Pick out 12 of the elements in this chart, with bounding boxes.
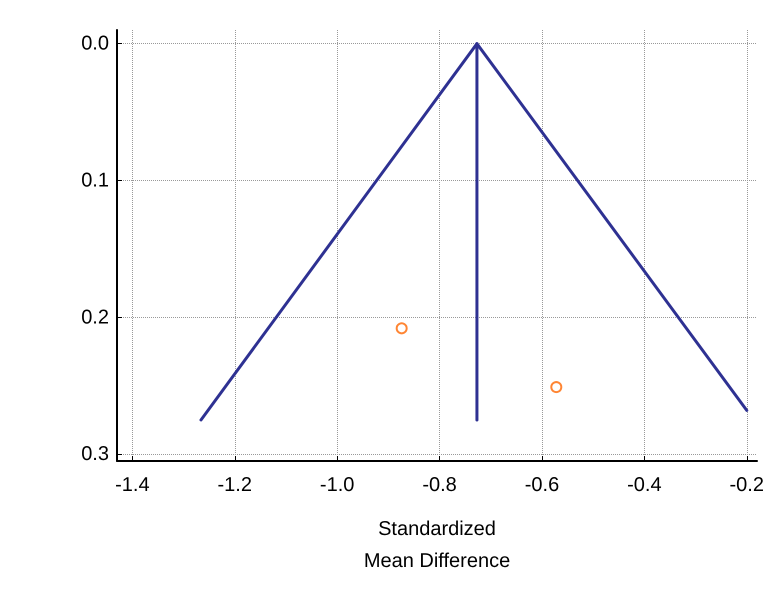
x-tick-label: -0.4 [627, 474, 662, 496]
x-tick-label: -1.0 [320, 474, 354, 496]
y-tick-label: 0.0 [81, 32, 109, 55]
x-axis-title: Standardized Mean Difference [364, 518, 510, 572]
x-tick-label: -0.2 [730, 474, 764, 496]
x-tick-label: -1.4 [115, 474, 150, 496]
y-tick-label: 0.2 [81, 306, 109, 328]
y-tick-label: 0.1 [81, 170, 109, 192]
x-tick-label: -0.8 [422, 474, 457, 496]
y-tick-label: 0.3 [81, 443, 109, 466]
x-tick-label: -0.6 [524, 474, 560, 496]
x-tick-label: -1.2 [218, 474, 252, 496]
